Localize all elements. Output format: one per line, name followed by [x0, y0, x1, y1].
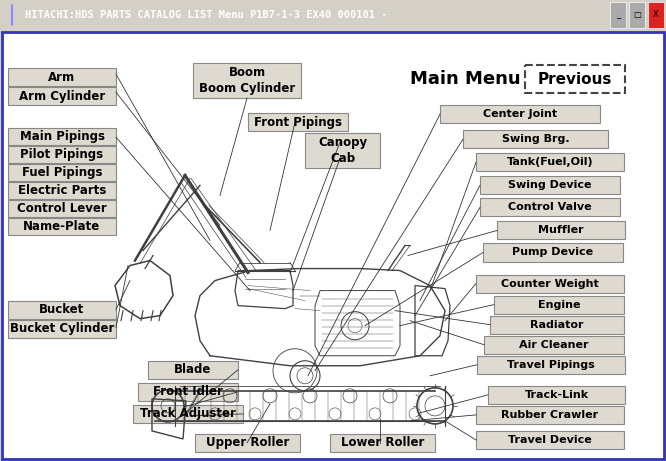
FancyBboxPatch shape: [476, 431, 624, 449]
FancyBboxPatch shape: [648, 2, 664, 28]
FancyBboxPatch shape: [8, 219, 116, 236]
FancyBboxPatch shape: [138, 383, 238, 401]
Text: Control Lever: Control Lever: [17, 202, 107, 215]
Text: Electric Parts: Electric Parts: [18, 184, 106, 197]
FancyBboxPatch shape: [8, 146, 116, 163]
FancyBboxPatch shape: [629, 2, 645, 28]
FancyBboxPatch shape: [480, 198, 620, 216]
FancyBboxPatch shape: [8, 164, 116, 181]
FancyBboxPatch shape: [8, 301, 116, 319]
Text: Travel Pipings: Travel Pipings: [507, 360, 595, 370]
Text: Boom
Boom Cylinder: Boom Boom Cylinder: [199, 66, 295, 95]
Text: Main Pipings: Main Pipings: [19, 130, 105, 143]
FancyBboxPatch shape: [193, 63, 301, 98]
FancyBboxPatch shape: [476, 153, 624, 171]
FancyBboxPatch shape: [484, 336, 624, 354]
Text: Track-Link: Track-Link: [524, 390, 589, 400]
FancyBboxPatch shape: [480, 176, 620, 195]
Text: Arm Cylinder: Arm Cylinder: [19, 89, 105, 103]
Text: Rubber Crawler: Rubber Crawler: [501, 410, 599, 420]
FancyBboxPatch shape: [195, 434, 300, 452]
FancyBboxPatch shape: [476, 406, 624, 424]
Text: Air Cleaner: Air Cleaner: [519, 340, 589, 350]
Text: Muffler: Muffler: [538, 225, 584, 236]
FancyBboxPatch shape: [490, 316, 624, 334]
FancyBboxPatch shape: [148, 361, 238, 379]
Text: Upper Roller: Upper Roller: [206, 437, 289, 449]
Text: Main Menu: Main Menu: [410, 70, 521, 88]
FancyBboxPatch shape: [8, 128, 116, 145]
Text: Tank(Fuel,Oil): Tank(Fuel,Oil): [507, 157, 593, 167]
Text: Front Pipings: Front Pipings: [254, 116, 342, 129]
FancyBboxPatch shape: [8, 68, 116, 86]
Text: Travel Device: Travel Device: [508, 435, 592, 445]
FancyBboxPatch shape: [8, 319, 116, 338]
FancyBboxPatch shape: [497, 221, 625, 239]
FancyBboxPatch shape: [8, 201, 116, 218]
Text: Control Valve: Control Valve: [508, 202, 592, 213]
FancyBboxPatch shape: [488, 386, 625, 404]
FancyBboxPatch shape: [2, 32, 664, 459]
Text: Swing Brg.: Swing Brg.: [501, 134, 569, 144]
FancyBboxPatch shape: [476, 275, 624, 293]
Text: Blade: Blade: [174, 363, 212, 376]
FancyBboxPatch shape: [440, 105, 600, 123]
Text: Bucket Cylinder: Bucket Cylinder: [10, 322, 114, 335]
Text: Center Joint: Center Joint: [483, 109, 557, 119]
Text: Pilot Pipings: Pilot Pipings: [21, 148, 103, 161]
FancyBboxPatch shape: [463, 130, 608, 148]
Text: Engine: Engine: [537, 300, 580, 310]
Text: Track Adjuster: Track Adjuster: [140, 408, 236, 420]
FancyBboxPatch shape: [525, 65, 625, 93]
Text: Previous: Previous: [538, 71, 612, 87]
Circle shape: [11, 5, 13, 25]
FancyBboxPatch shape: [610, 2, 626, 28]
Text: Lower Roller: Lower Roller: [341, 437, 424, 449]
Text: Canopy
Cab: Canopy Cab: [318, 136, 367, 165]
Text: X: X: [653, 11, 659, 19]
FancyBboxPatch shape: [483, 243, 623, 261]
Text: Counter Weight: Counter Weight: [501, 278, 599, 289]
FancyBboxPatch shape: [133, 405, 243, 423]
FancyBboxPatch shape: [248, 113, 348, 131]
Text: _: _: [616, 11, 620, 19]
FancyBboxPatch shape: [330, 434, 435, 452]
FancyBboxPatch shape: [305, 133, 380, 168]
Text: HITACHI:HDS PARTS CATALOG LIST Menu P1B7-1-3 EX40 000101 -: HITACHI:HDS PARTS CATALOG LIST Menu P1B7…: [25, 10, 388, 20]
Text: Bucket: Bucket: [39, 303, 85, 316]
Text: Swing Device: Swing Device: [508, 180, 592, 190]
Text: Name-Plate: Name-Plate: [23, 220, 101, 233]
Text: Fuel Pipings: Fuel Pipings: [22, 166, 103, 179]
Text: □: □: [633, 11, 641, 19]
Text: Pump Device: Pump Device: [512, 248, 593, 258]
FancyBboxPatch shape: [8, 183, 116, 199]
FancyBboxPatch shape: [477, 356, 625, 374]
FancyBboxPatch shape: [8, 87, 116, 105]
Text: Arm: Arm: [49, 71, 75, 83]
Text: Radiator: Radiator: [530, 319, 584, 330]
FancyBboxPatch shape: [494, 296, 624, 313]
Text: Front Idler: Front Idler: [153, 385, 223, 398]
